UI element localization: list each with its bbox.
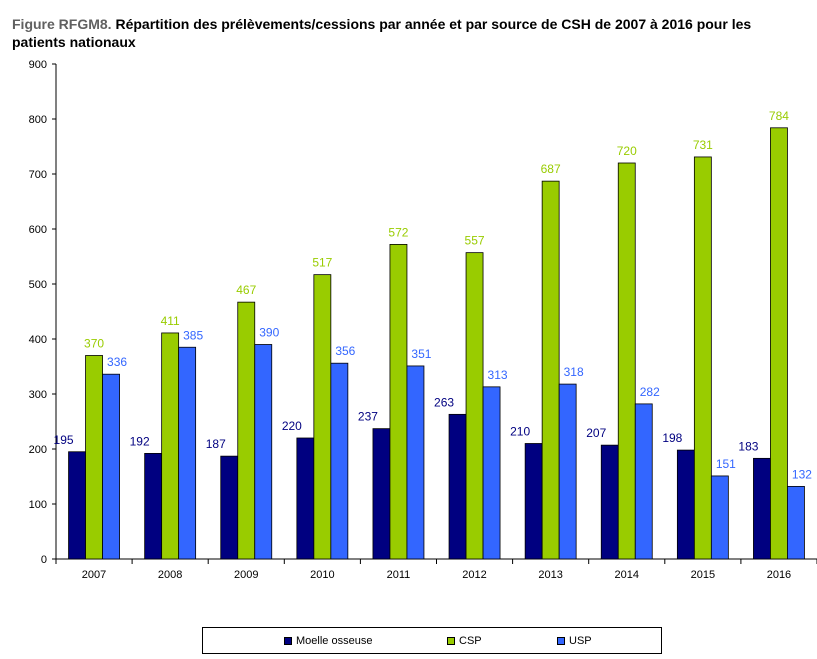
data-label: 467: [236, 283, 256, 297]
data-label: 207: [586, 426, 606, 440]
bar-moelle-osseuse: [220, 455, 239, 560]
bar-csp: [237, 301, 256, 560]
data-label: 517: [312, 256, 332, 270]
bar-moelle-osseuse: [144, 452, 163, 560]
y-tick-label: 500: [29, 279, 47, 291]
data-label: 557: [465, 234, 485, 248]
figure-caption: Répartition des prélèvements/cessions pa…: [12, 16, 752, 50]
data-label: 132: [792, 467, 812, 481]
bar-csp: [693, 156, 712, 560]
y-tick-label: 600: [29, 224, 47, 236]
bar-moelle-osseuse: [600, 444, 619, 560]
bar-usp: [254, 344, 273, 560]
x-tick-label: 2014: [615, 569, 639, 581]
x-tick-label: 2009: [234, 569, 258, 581]
legend-swatch: [557, 637, 565, 645]
y-tick-label: 900: [29, 59, 47, 71]
bar-csp: [617, 162, 636, 560]
legend-label: USP: [569, 635, 592, 647]
bar-csp: [161, 332, 180, 560]
x-tick-label: 2012: [462, 569, 486, 581]
data-label: 210: [510, 425, 530, 439]
data-label: 356: [335, 344, 355, 358]
x-tick-label: 2011: [387, 569, 411, 581]
legend-item-usp: USP: [557, 635, 592, 647]
bar-usp: [558, 383, 577, 560]
x-tick-label: 2016: [767, 569, 791, 581]
bar-chart: 0 100 200 300 400 500 600 700 800 900 2007 2008 2009…: [29, 59, 817, 581]
bar-csp: [389, 243, 408, 560]
data-label: 572: [388, 225, 408, 239]
y-tick-label: 100: [29, 499, 47, 511]
bar-usp: [634, 403, 653, 560]
data-label: 220: [282, 419, 302, 433]
bar-csp: [85, 355, 103, 560]
bar-usp: [178, 346, 197, 560]
data-label: 351: [411, 347, 431, 361]
bar-moelle-osseuse: [372, 428, 391, 560]
bar-usp: [787, 485, 805, 560]
bar-csp: [313, 274, 332, 560]
bar-usp: [406, 365, 425, 560]
data-label: 318: [564, 365, 584, 379]
data-label: 720: [617, 144, 637, 158]
data-label: 385: [183, 328, 203, 342]
data-label: 282: [640, 385, 660, 399]
legend-item-csp: CSP: [447, 635, 482, 647]
bar-csp: [465, 252, 484, 560]
data-label: 336: [107, 355, 127, 369]
data-label: 187: [206, 437, 226, 451]
data-label: 237: [358, 410, 378, 424]
data-label: 183: [738, 439, 758, 453]
bar-usp: [482, 386, 501, 560]
bar-moelle-osseuse: [753, 457, 771, 560]
legend-label: CSP: [459, 635, 482, 647]
data-label: 390: [259, 326, 279, 340]
figure-number: Figure RFGM8.: [12, 16, 112, 32]
y-tick-label: 300: [29, 389, 47, 401]
x-tick-label: 2007: [82, 569, 106, 581]
y-tick-label: 0: [41, 554, 47, 566]
data-label: 313: [488, 368, 508, 382]
data-label: 198: [662, 431, 682, 445]
legend-swatch: [284, 637, 292, 645]
y-tick-label: 800: [29, 114, 47, 126]
bar-usp: [102, 373, 120, 560]
data-label: 370: [84, 337, 104, 351]
data-label: 411: [161, 314, 180, 328]
x-tick-label: 2013: [538, 569, 562, 581]
bar-moelle-osseuse: [68, 451, 86, 560]
x-tick-label: 2008: [158, 569, 182, 581]
data-label: 687: [541, 162, 561, 176]
bar-moelle-osseuse: [296, 437, 315, 560]
y-tick-label: 400: [29, 334, 47, 346]
y-tick-label: 700: [29, 169, 47, 181]
y-tick-label: 200: [29, 444, 47, 456]
bar-moelle-osseuse: [676, 449, 695, 560]
data-label: 192: [130, 434, 150, 448]
legend-label: Moelle osseuse: [296, 635, 373, 647]
chart-title: Figure RFGM8. Répartition des prélèvemen…: [12, 15, 802, 51]
data-label: 151: [716, 457, 736, 471]
x-tick-label: 2010: [310, 569, 334, 581]
data-label: 731: [693, 138, 713, 152]
legend: Moelle osseuse CSP USP: [202, 627, 662, 654]
bar-usp: [330, 362, 349, 560]
data-label: 263: [434, 395, 454, 409]
data-label: 195: [54, 433, 74, 447]
x-tick-label: 2015: [691, 569, 715, 581]
data-label: 784: [769, 109, 789, 123]
legend-swatch: [447, 637, 455, 645]
legend-item-moelle: Moelle osseuse: [284, 635, 372, 647]
bar-moelle-osseuse: [524, 443, 543, 560]
bar-csp: [770, 127, 788, 560]
bar-moelle-osseuse: [448, 413, 467, 560]
bar-csp: [541, 180, 560, 560]
bar-usp: [710, 475, 729, 560]
